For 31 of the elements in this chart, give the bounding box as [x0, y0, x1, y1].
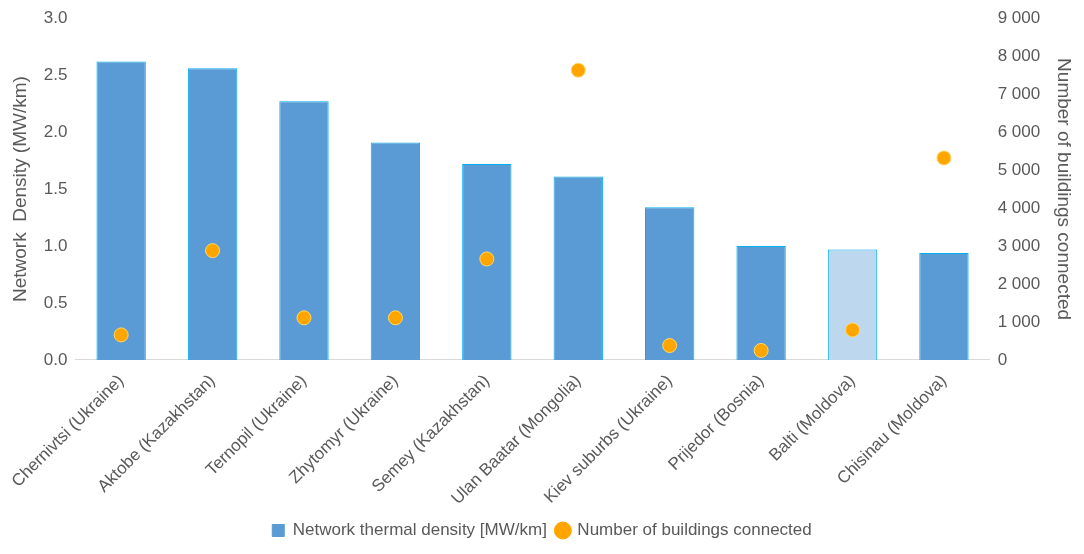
- y2-tick-label: 5 000: [997, 159, 1041, 179]
- y-tick-label: 3.0: [43, 7, 68, 27]
- y2-tick-label: 2 000: [997, 273, 1041, 293]
- y-tick-label: 1.0: [43, 235, 68, 255]
- point: [845, 322, 861, 338]
- point: [570, 62, 586, 78]
- y-tick-label: 0.5: [43, 292, 68, 312]
- y2-tick-label: 4 000: [997, 197, 1041, 217]
- y2-tick-label: 9 000: [997, 7, 1041, 27]
- y2-tick-label: 3 000: [997, 235, 1041, 255]
- point: [205, 243, 221, 259]
- legend-label: Network thermal density [MW/km]: [292, 520, 547, 540]
- y2-tick-label: 6 000: [997, 121, 1041, 141]
- y2-tick-label: 7 000: [997, 83, 1041, 103]
- y-tick-label: 0.0: [43, 349, 68, 369]
- point: [753, 342, 769, 358]
- y-tick-label: 2.5: [43, 64, 68, 84]
- point: [662, 338, 678, 354]
- point: [296, 310, 312, 326]
- point: [387, 310, 403, 326]
- y2-tick-label: 8 000: [997, 45, 1041, 65]
- point: [936, 150, 952, 166]
- legend-label: Number of buildings connected: [577, 520, 812, 540]
- point: [479, 251, 495, 267]
- y2-tick-label: 1 000: [997, 311, 1041, 331]
- point: [113, 327, 129, 343]
- y2-tick-label: 0: [997, 349, 1008, 369]
- y-tick-label: 2.0: [43, 121, 68, 141]
- y-axis-title: Network Density (MW/km): [8, 76, 30, 303]
- y2-axis-title: Number of buildings connected: [1054, 58, 1076, 321]
- y-tick-label: 1.5: [43, 178, 68, 198]
